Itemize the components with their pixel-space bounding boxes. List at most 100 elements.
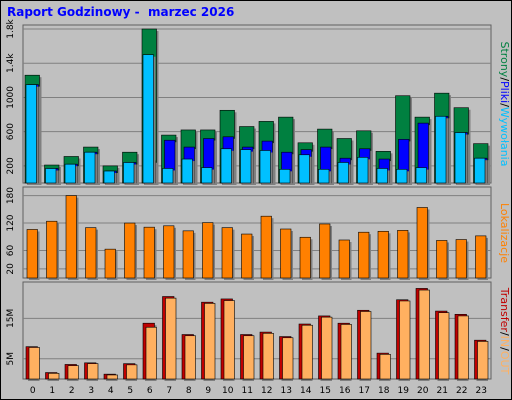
panel-1-area bbox=[22, 24, 492, 184]
transfer-out-bar bbox=[87, 363, 99, 380]
hour-label: 16 bbox=[339, 386, 351, 396]
wywolania-bar bbox=[142, 54, 154, 184]
hour-label: 7 bbox=[166, 386, 172, 396]
wywolania-bar bbox=[84, 151, 96, 184]
transfer-out-bar bbox=[106, 374, 118, 380]
lokalizacje-bar bbox=[26, 229, 38, 279]
wywolania-bar bbox=[415, 167, 427, 184]
middle-panel-ytick-label: 60 bbox=[6, 245, 16, 257]
wywolania-bar bbox=[435, 115, 447, 184]
transfer-out-bar bbox=[262, 333, 274, 380]
transfer-out-bar bbox=[379, 354, 391, 380]
hour-label: 15 bbox=[320, 386, 331, 396]
top-legend-part: Strony bbox=[498, 42, 511, 78]
hour-label: 19 bbox=[398, 386, 410, 396]
middle-legend: Lokalizacje bbox=[498, 203, 511, 263]
lokalizacje-bar bbox=[221, 227, 233, 279]
top-panel-ytick-label: 1000 bbox=[6, 86, 16, 109]
hour-label: 3 bbox=[88, 386, 94, 396]
lokalizacje-bar bbox=[260, 215, 272, 279]
hour-label: 0 bbox=[30, 386, 36, 396]
transfer-out-bar bbox=[223, 300, 235, 380]
hour-label: 14 bbox=[300, 386, 312, 396]
wywolania-bar bbox=[454, 132, 466, 184]
lokalizacje-bar bbox=[46, 220, 58, 279]
wywolania-bar bbox=[103, 170, 115, 184]
hour-label: 11 bbox=[242, 386, 253, 396]
hour-label: 20 bbox=[417, 386, 429, 396]
transfer-out-bar bbox=[165, 297, 177, 380]
hour-label: 8 bbox=[186, 386, 192, 396]
wywolania-bar bbox=[25, 84, 37, 184]
transfer-out-bar bbox=[301, 324, 313, 380]
wywolania-bar bbox=[279, 169, 291, 184]
lokalizacje-bar bbox=[124, 222, 136, 279]
transfer-out-bar bbox=[145, 326, 157, 380]
panel-3-area bbox=[22, 281, 492, 380]
hour-label: 22 bbox=[456, 386, 467, 396]
bottom-panel-ytick-label: 5M bbox=[6, 352, 16, 366]
lokalizacje-bar bbox=[475, 235, 487, 279]
lokalizacje-bar bbox=[319, 223, 331, 279]
lokalizacje-bar bbox=[104, 248, 116, 279]
hour-label: 21 bbox=[437, 386, 448, 396]
page-title: Raport Godzinowy - marzec 2026 bbox=[7, 5, 235, 19]
transfer-out-bar bbox=[477, 341, 489, 380]
transfer-out-bar bbox=[321, 316, 333, 380]
transfer-out-bar bbox=[184, 335, 196, 380]
top-panel-ytick-label: 1.4k bbox=[6, 53, 16, 73]
lokalizacje-bar bbox=[182, 230, 194, 279]
wywolania-bar bbox=[318, 169, 330, 184]
lokalizacje-bar bbox=[65, 195, 77, 279]
wywolania-bar bbox=[357, 157, 369, 184]
lokalizacje-bar bbox=[338, 239, 350, 279]
wywolania-bar bbox=[240, 149, 252, 184]
top-panel-ytick-label: 200 bbox=[6, 157, 16, 174]
top-legend-part: Pliki bbox=[498, 81, 511, 103]
wywolania-bar bbox=[201, 167, 213, 184]
hour-label: 6 bbox=[147, 386, 153, 396]
hour-label: 18 bbox=[378, 386, 390, 396]
transfer-out-bar bbox=[457, 315, 469, 380]
lokalizacje-bar bbox=[377, 230, 389, 279]
top-legend-part: Wywołania bbox=[498, 107, 511, 167]
lokalizacje-bar bbox=[163, 225, 175, 279]
bottom-panel-ytick-label: 15M bbox=[6, 309, 16, 328]
bottom-legend-part: IN bbox=[498, 336, 511, 347]
hour-label: 4 bbox=[108, 386, 114, 396]
transfer-out-bar bbox=[48, 373, 60, 380]
hour-label: 13 bbox=[281, 386, 292, 396]
lokalizacje-bar bbox=[299, 236, 311, 279]
wywolania-bar bbox=[220, 148, 232, 184]
bottom-legend-part: Transfer bbox=[498, 287, 511, 333]
transfer-out-bar bbox=[243, 335, 255, 380]
middle-legend-part: Lokalizacje bbox=[498, 203, 511, 263]
transfer-out-bar bbox=[204, 303, 216, 380]
lokalizacje-bar bbox=[397, 230, 409, 279]
transfer-out-bar bbox=[399, 300, 411, 380]
hour-label: 9 bbox=[205, 386, 211, 396]
bottom-legend-part: OUT bbox=[498, 351, 511, 375]
bottom-legend: Transfer/IN/OUT bbox=[498, 287, 511, 375]
lokalizacje-bar bbox=[241, 233, 253, 279]
wywolania-bar bbox=[181, 158, 193, 184]
hour-label: 10 bbox=[222, 386, 234, 396]
transfer-out-bar bbox=[360, 311, 372, 380]
panel-2-area bbox=[22, 186, 492, 279]
transfer-out-bar bbox=[126, 364, 138, 380]
lokalizacje-bar bbox=[143, 226, 155, 279]
wywolania-bar bbox=[123, 162, 135, 184]
hour-label: 23 bbox=[476, 386, 487, 396]
hour-label: 1 bbox=[49, 386, 55, 396]
wywolania-bar bbox=[64, 163, 76, 184]
lokalizacje-bar bbox=[202, 222, 214, 279]
wywolania-bar bbox=[474, 157, 486, 184]
hour-label: 5 bbox=[127, 386, 133, 396]
transfer-out-bar bbox=[340, 324, 352, 380]
transfer-out-bar bbox=[418, 289, 430, 380]
wywolania-bar bbox=[162, 168, 174, 184]
transfer-out-bar bbox=[438, 312, 450, 380]
wywolania-bar bbox=[337, 162, 349, 184]
